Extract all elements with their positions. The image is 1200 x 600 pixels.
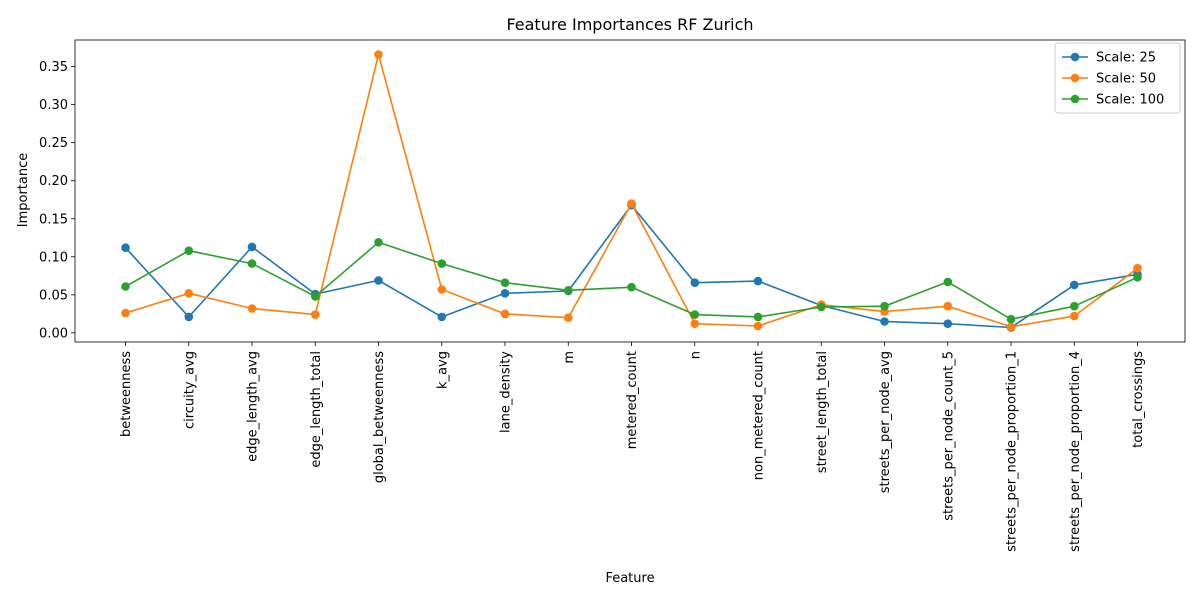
y-tick-label: 0.10 <box>39 250 68 265</box>
data-point <box>817 302 826 312</box>
data-point <box>880 301 889 311</box>
x-tick-label: global_betweenness <box>372 351 387 483</box>
data-point <box>1070 280 1079 290</box>
x-tick-label: street_length_total <box>815 351 830 473</box>
legend-label: Scale: 25 <box>1096 51 1156 66</box>
data-point <box>753 321 763 331</box>
data-point <box>943 277 953 287</box>
data-point <box>690 319 700 329</box>
x-tick-label: edge_length_avg <box>246 351 261 462</box>
data-point <box>500 289 510 298</box>
legend-marker <box>1070 94 1080 104</box>
data-point <box>121 282 130 291</box>
data-point <box>1070 311 1079 321</box>
data-point <box>247 242 257 252</box>
legend: Scale: 25 Scale: 50 Scale: 100 <box>1054 42 1181 114</box>
y-tick-label: 0.00 <box>39 326 68 341</box>
x-tick-label: streets_per_node_proportion_1 <box>1005 351 1020 552</box>
data-point <box>437 312 447 322</box>
data-point <box>311 310 320 319</box>
x-tick-label: metered_count <box>625 351 640 449</box>
x-tick-label: streets_per_node_count_5 <box>941 351 956 521</box>
data-point <box>184 246 194 255</box>
data-point <box>374 238 383 247</box>
data-point <box>1070 301 1079 311</box>
x-tick-label: betweenness <box>119 351 134 437</box>
data-point <box>564 313 573 323</box>
legend-label: Scale: 50 <box>1096 72 1156 87</box>
axes-frame <box>74 39 1186 343</box>
legend-marker <box>1070 73 1080 83</box>
data-point <box>311 292 320 301</box>
data-point <box>880 317 889 326</box>
y-tick-label: 0.15 <box>39 212 68 227</box>
x-tick-label: k_avg <box>435 351 450 389</box>
data-point <box>943 301 953 311</box>
data-point <box>690 278 700 288</box>
data-point <box>437 259 447 268</box>
data-point <box>690 310 700 319</box>
series-line <box>125 241 1138 321</box>
y-tick-label: 0.35 <box>39 60 68 75</box>
x-tick-label: circuity_avg <box>182 351 197 429</box>
data-point <box>437 285 447 294</box>
legend-label: Scale: 100 <box>1096 93 1164 108</box>
legend-frame <box>1054 42 1181 114</box>
y-tick-label: 0.25 <box>39 136 68 151</box>
y-tick-label: 0.05 <box>39 288 68 303</box>
data-point <box>627 282 636 292</box>
x-tick-label: m <box>562 351 577 364</box>
x-tick-label: streets_per_node_proportion_4 <box>1068 351 1083 552</box>
x-tick-label: streets_per_node_avg <box>878 351 893 493</box>
data-point <box>753 276 763 286</box>
data-point <box>374 50 383 59</box>
data-point <box>184 312 194 322</box>
x-tick-label: edge_length_total <box>309 351 324 468</box>
data-point <box>627 199 636 208</box>
data-point <box>121 243 130 252</box>
data-point <box>1006 314 1016 324</box>
data-point <box>564 286 573 295</box>
data-point <box>500 309 510 319</box>
plot-area: 0.00 0.05 0.10 0.15 0.20 0.25 0.30 0.35 betweenn… <box>39 39 1186 552</box>
chart-title: Feature Importances RF Zurich <box>506 15 753 34</box>
data-point <box>121 308 130 318</box>
data-point <box>1133 263 1142 273</box>
data-point <box>374 276 383 285</box>
y-axis-label: Importance <box>16 153 31 228</box>
data-point <box>500 278 510 288</box>
y-tick-label: 0.20 <box>39 174 68 189</box>
data-point <box>247 259 257 268</box>
x-tick-label: total_crossings <box>1131 351 1146 448</box>
data-point <box>247 304 257 313</box>
data-point <box>184 289 194 298</box>
series-line <box>124 204 1138 329</box>
y-tick-label: 0.30 <box>39 98 68 113</box>
data-point <box>1006 322 1016 332</box>
legend-marker <box>1070 52 1080 62</box>
data-point <box>1133 273 1142 282</box>
x-tick-label: non_metered_count <box>752 351 767 480</box>
x-tick-label: lane_density <box>499 351 514 433</box>
x-axis-label: Feature <box>605 571 654 586</box>
data-point <box>753 312 763 322</box>
data-point <box>943 319 953 329</box>
x-tick-label: n <box>688 351 703 359</box>
